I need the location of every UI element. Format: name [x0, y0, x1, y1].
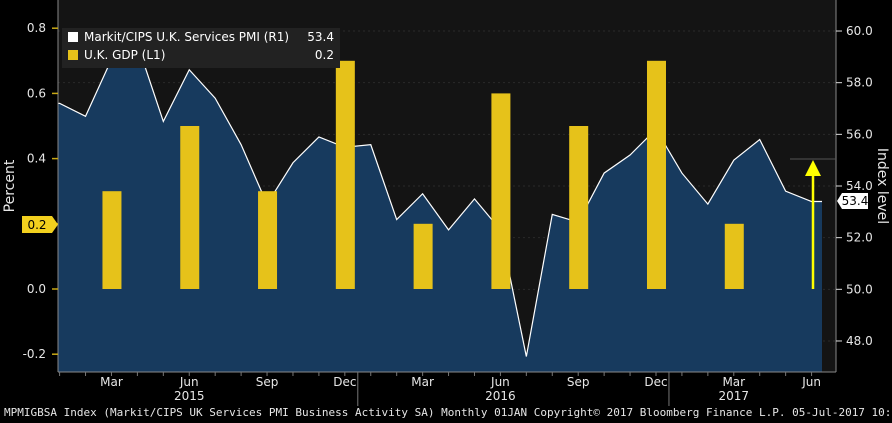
gdp-bar: [335, 60, 355, 289]
x-year-label: 2016: [485, 389, 516, 403]
gdp-bar: [491, 93, 511, 290]
legend-swatch-gdp: [68, 50, 78, 60]
pmi-area: [58, 43, 822, 373]
x-year-label: 2015: [174, 389, 205, 403]
x-month-label: Sep: [567, 375, 590, 389]
gdp-bar: [258, 191, 278, 289]
x-month-label: Mar: [411, 375, 434, 389]
right-last-tag-label: 53.4: [842, 194, 869, 208]
left-tick-label: 0.4: [27, 152, 46, 166]
left-last-tag-label: 0.2: [27, 218, 46, 232]
gdp-bar: [724, 223, 744, 289]
right-tick-label: 48.0: [846, 334, 873, 348]
legend: Markit/CIPS U.K. Services PMI (R1) 53.4 …: [62, 28, 340, 68]
left-last-tag-pointer: [52, 216, 58, 233]
gdp-bar: [180, 126, 200, 289]
x-month-label: Jun: [179, 375, 199, 389]
legend-label-pmi: Markit/CIPS U.K. Services PMI (R1): [84, 30, 290, 44]
left-axis-title: Percent: [2, 159, 18, 212]
left-tick-label: 0.8: [27, 21, 46, 35]
right-axis-title: Index level: [874, 148, 890, 224]
legend-value-pmi: 53.4: [307, 30, 334, 44]
arrow-head: [805, 160, 821, 176]
right-tick-label: 50.0: [846, 282, 873, 296]
legend-value-gdp: 0.2: [314, 48, 334, 62]
right-last-tag: [842, 193, 868, 209]
pmi-line: [58, 43, 822, 357]
footer-source: MPMIGBSA Index (Markit/CIPS UK Services …: [4, 406, 892, 419]
right-tick-label: 56.0: [846, 127, 873, 141]
x-month-label: Jun: [490, 375, 510, 389]
right-tick-label: 60.0: [846, 24, 873, 38]
right-tick-label: 58.0: [846, 76, 873, 90]
right-tick-label: 52.0: [846, 231, 873, 245]
x-month-label: Dec: [644, 375, 667, 389]
left-tick-label: 0.0: [27, 282, 46, 296]
gdp-bar: [569, 126, 589, 289]
x-month-label: Mar: [100, 375, 123, 389]
gdp-bar: [102, 191, 122, 289]
right-tick-label: 54.0: [846, 179, 873, 193]
x-month-label: Dec: [333, 375, 356, 389]
x-month-label: Mar: [722, 375, 745, 389]
left-tick-label: -0.2: [23, 347, 46, 361]
left-last-tag: [22, 216, 52, 233]
gdp-bar: [646, 60, 666, 289]
right-last-tag-pointer: [837, 193, 842, 209]
x-month-label: Jun: [801, 375, 821, 389]
legend-label-gdp: U.K. GDP (L1): [84, 48, 166, 62]
legend-item-pmi: Markit/CIPS U.K. Services PMI (R1) 53.4: [62, 28, 340, 46]
legend-swatch-pmi: [68, 32, 78, 42]
left-tick-label: 0.6: [27, 86, 46, 100]
x-year-label: 2017: [719, 389, 750, 403]
gdp-bar: [413, 223, 433, 289]
legend-item-gdp: U.K. GDP (L1) 0.2: [62, 46, 340, 64]
x-month-label: Sep: [256, 375, 279, 389]
